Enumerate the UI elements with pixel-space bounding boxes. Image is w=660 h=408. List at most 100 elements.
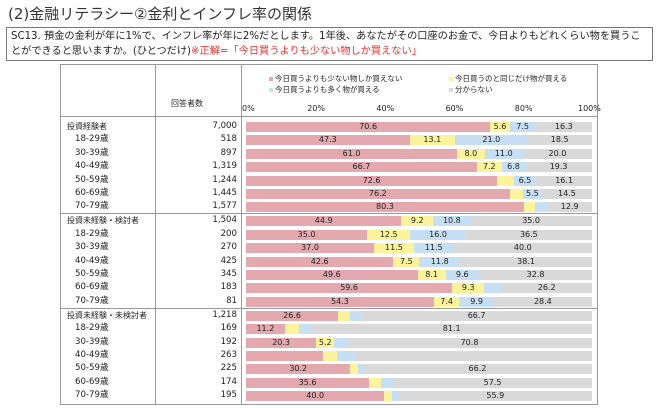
x-tick-label: 40% <box>376 104 395 113</box>
bar-segment-series-2: 5.5 <box>522 189 542 199</box>
question-text: SC13. 預金の金利が年に1%で、インフレ率が年に2%だとします。1年後、あな… <box>11 31 641 57</box>
group-divider <box>61 307 597 309</box>
legend-item: 今日買うよりも多く物が買える <box>269 84 380 95</box>
legend-swatch <box>449 87 453 92</box>
bar-segment-series-2: 11.0 <box>484 148 523 159</box>
bar-segment-series-2: 21.0 <box>454 135 528 146</box>
respondent-count: 1,319 <box>212 161 237 172</box>
bar-segment-series-2: 10.8 <box>433 216 471 227</box>
bar-segment-series-2 <box>534 202 548 213</box>
respondent-count: 345 <box>220 269 237 279</box>
bar-segment-series-1: 12.5 <box>367 229 411 240</box>
bar-segment-series-1 <box>350 364 359 375</box>
bar-segment-series-2: 16.0 <box>410 229 466 240</box>
row-label: 30-39歳 <box>75 336 109 347</box>
age-row: 70-79歳 1,577 80.3 12.9 <box>61 200 599 213</box>
bar-segment-series-0: 42.6 <box>246 256 394 267</box>
bar-segment-series-1: 9.3 <box>452 283 485 294</box>
row-label: 投資未経験・未検討者 <box>67 310 147 320</box>
bar-segment-series-0: 35.6 <box>246 377 370 388</box>
bar-segment-series-3: 20.0 <box>522 148 592 159</box>
row-label: 18-29歳 <box>75 228 109 239</box>
legend-swatch <box>269 76 273 81</box>
bar-segment-series-3: 36.5 <box>465 229 592 240</box>
bar-segment-series-0: 20.3 <box>246 337 317 348</box>
row-label: 40-49歳 <box>75 255 109 266</box>
bar-segment-series-1: 8.1 <box>417 270 446 280</box>
bar-segment-series-0: 54.3 <box>246 296 434 307</box>
age-row: 40-49歳 425 42.6 7.5 11.8 38.1 <box>61 255 599 268</box>
bar-segment-series-1: 5.6 <box>490 122 510 132</box>
bar-segment-series-2: 6.5 <box>513 175 537 186</box>
bar-segment-series-0: 47.3 <box>246 135 410 146</box>
bar-segment-series-3: 16.3 <box>535 122 592 132</box>
row-label: 投資未経験・検討者 <box>67 216 139 226</box>
row-label: 60-69歳 <box>75 282 109 293</box>
age-row: 30-39歳 897 61.0 8.0 11.0 20.0 <box>61 147 599 160</box>
bar-segment-series-1 <box>523 202 535 213</box>
respondent-count: 1,445 <box>212 188 237 198</box>
bar-segment-series-2 <box>391 391 399 402</box>
bar-segment-series-0 <box>246 351 323 361</box>
page-title: (2)金融リテラシー②金利とインフレ率の関係 <box>8 5 312 23</box>
bar-segment-series-3: 14.5 <box>541 189 592 199</box>
bar-segment-series-1 <box>384 391 392 402</box>
legend-label: 分からない <box>455 85 493 94</box>
age-row: 30-39歳 192 20.3 5.2 70.8 <box>61 336 599 349</box>
x-tick-label: 100% <box>578 104 601 113</box>
bar-segment-series-3: 70.8 <box>347 337 592 348</box>
row-label: 60-69歳 <box>75 188 109 198</box>
bar-segment-series-2: 9.6 <box>445 270 479 280</box>
age-row: 50-59歳 1,244 72.6 6.5 16.1 <box>61 174 599 187</box>
group-divider <box>61 213 597 215</box>
bar-segment-series-0: 72.6 <box>246 175 498 186</box>
row-label: 18-29歳 <box>75 323 109 334</box>
row-label: 30-39歳 <box>75 242 109 253</box>
bar-segment-series-3: 12.9 <box>547 202 592 213</box>
age-row: 40-49歳 263 <box>61 349 599 362</box>
bar-segment-series-3: 26.2 <box>501 283 592 294</box>
respondent-count: 195 <box>220 390 237 401</box>
divider <box>61 116 597 117</box>
respondent-count: 270 <box>220 242 237 253</box>
respondent-count: 174 <box>220 376 237 387</box>
bar-segment-series-2 <box>484 283 502 294</box>
legend-swatch <box>269 87 273 92</box>
row-label: 40-49歳 <box>75 350 109 360</box>
x-tick-label: 20% <box>307 104 325 113</box>
group-total-row: 投資経験者 7,000 70.6 5.6 7.5 16.3 <box>61 120 599 133</box>
bar-segment-series-1 <box>497 175 514 186</box>
bar-segment-series-0: 26.6 <box>246 310 339 321</box>
respondent-count: 897 <box>220 147 237 158</box>
legend-swatch <box>449 76 453 81</box>
age-row: 18-29歳 518 47.3 13.1 21.0 18.5 <box>61 133 599 146</box>
bar-segment-series-0: 66.7 <box>246 162 477 173</box>
divider <box>155 65 156 404</box>
row-label: 30-39歳 <box>75 147 109 158</box>
bar-segment-series-2: 6.8 <box>501 162 526 173</box>
bar-segment-series-3 <box>354 351 592 361</box>
row-label: 50-59歳 <box>75 363 109 374</box>
respondent-count: 1,244 <box>212 174 237 185</box>
row-label: 60-69歳 <box>75 376 109 387</box>
n-header: 回答者数 <box>171 99 203 108</box>
bar-segment-series-3: 16.1 <box>536 175 592 186</box>
bar-segment-series-3: 38.1 <box>460 256 592 267</box>
x-tick-label: 0% <box>242 104 255 113</box>
respondent-count: 200 <box>220 228 237 239</box>
age-row: 18-29歳 200 35.0 12.5 16.0 36.5 <box>61 228 599 241</box>
legend-item: 今日買うよりも少ない物しか買えない <box>269 73 402 84</box>
bar-segment-series-3: 57.5 <box>393 377 592 388</box>
age-row: 60-69歳 174 35.6 57.5 <box>61 376 599 389</box>
bar-segment-series-2 <box>299 324 312 335</box>
bar-segment-series-1 <box>369 377 381 388</box>
row-label: 40-49歳 <box>75 161 109 172</box>
respondent-count: 7,000 <box>212 121 237 131</box>
bar-segment-series-1 <box>338 310 350 321</box>
bar-segment-series-1: 5.2 <box>316 337 335 348</box>
legend-label: 今日買うよりも多く物が買える <box>275 85 380 94</box>
legend-label: 今日買うよりも少ない物しか買えない <box>275 74 403 83</box>
bar-segment-series-3: 18.5 <box>527 135 592 146</box>
respondent-count: 81 <box>226 295 237 306</box>
bar-segment-series-0: 11.2 <box>246 324 285 335</box>
